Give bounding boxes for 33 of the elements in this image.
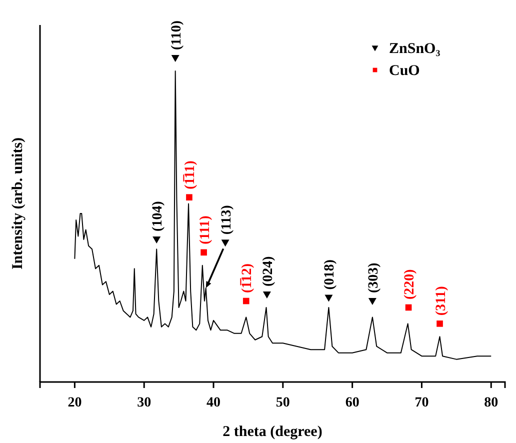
point — [221, 240, 230, 247]
y-axis-title: Intensity (arb. units) — [10, 137, 26, 270]
point — [324, 294, 333, 302]
annotation: (018) — [322, 259, 338, 290]
annotation: (104) — [150, 200, 166, 232]
x-tick-label: 40 — [206, 395, 221, 410]
x-tick-label: 30 — [137, 395, 152, 410]
annotation: (311) — [434, 286, 449, 316]
annotation: (024) — [260, 256, 276, 287]
point — [200, 249, 207, 256]
point — [186, 194, 192, 200]
point — [262, 292, 271, 299]
point — [368, 298, 376, 305]
x-tick-label: 20 — [68, 395, 82, 410]
annotation: (111) — [198, 215, 213, 244]
x-tick-label: 60 — [345, 395, 360, 410]
annotation: (113) — [219, 204, 234, 235]
x-tick-label: 50 — [276, 395, 290, 410]
point — [405, 304, 412, 311]
point — [242, 298, 250, 304]
point — [152, 236, 161, 244]
annotation: (1̅11) — [183, 160, 198, 190]
annotation: (220) — [402, 268, 418, 300]
legend-label: ZnSnO₃ — [389, 41, 441, 57]
point — [436, 320, 443, 327]
annotation: (303) — [366, 262, 382, 293]
x-tick-label: 80 — [484, 395, 498, 410]
annotation: (1̅12) — [240, 263, 256, 293]
point — [171, 55, 180, 62]
x-tick-label: 70 — [414, 395, 429, 410]
annotation: (110) — [169, 20, 184, 50]
legend-label: CuO — [389, 63, 420, 79]
x-axis-title: 2 theta (degree) — [222, 424, 322, 440]
